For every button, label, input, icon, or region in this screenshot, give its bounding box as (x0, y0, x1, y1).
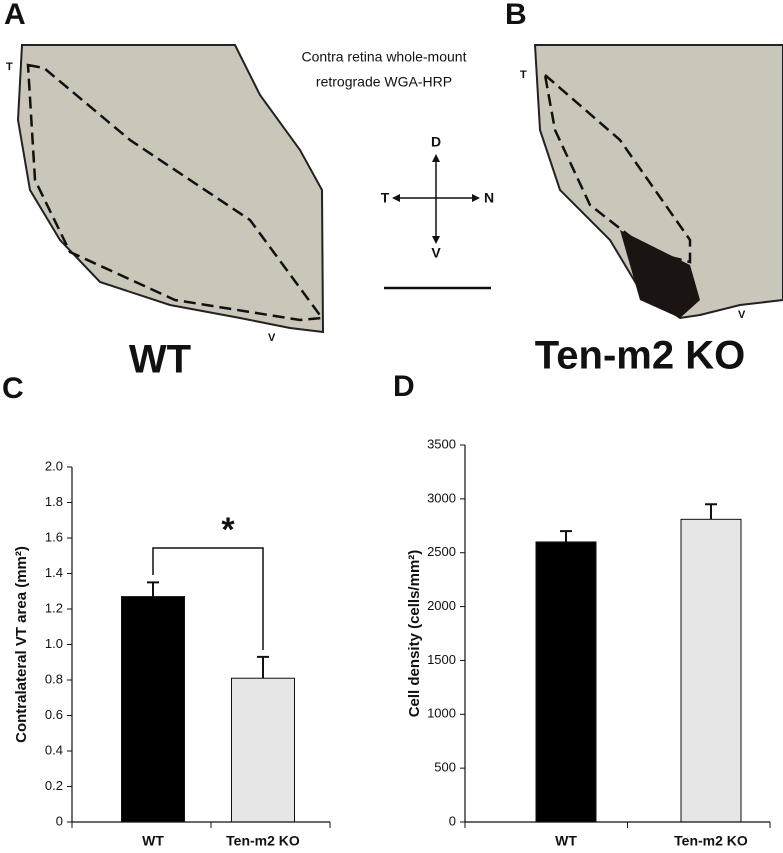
bar (121, 596, 185, 823)
y-tick-label: 1.2 (45, 600, 63, 615)
arrowhead (432, 154, 440, 162)
arrowhead (472, 194, 480, 202)
significance-bracket (152, 547, 264, 650)
y-tick-label: 1.8 (45, 494, 63, 509)
bar (231, 677, 295, 823)
bar (680, 518, 742, 823)
x-tick-label: WT (142, 833, 164, 849)
compass-label: T (381, 190, 390, 206)
y-tick-label: 1500 (427, 652, 456, 667)
y-tick-label: 3000 (427, 490, 456, 505)
y-tick-label: 1000 (427, 706, 456, 721)
y-tick-label: 2000 (427, 598, 456, 613)
arrowhead (432, 236, 440, 244)
significance-mark: * (221, 511, 235, 549)
panel-label: WT (129, 338, 191, 382)
vt-outline (26, 63, 325, 322)
y-tick-label: 0.8 (45, 671, 63, 686)
error-bar (147, 581, 159, 597)
caption: retrograde WGA-HRP (316, 74, 452, 90)
panel-letter: D (393, 370, 415, 403)
error-bar (705, 503, 717, 520)
retina-image (16, 44, 325, 334)
y-tick-label: 1.4 (45, 565, 63, 580)
panel-label: Ten-m2 KO (535, 334, 745, 378)
error-bar (257, 655, 269, 679)
pigment (620, 230, 700, 318)
panel-letter: C (2, 372, 24, 405)
y-axis-label: Cell density (cells/mm²) (406, 550, 423, 718)
y-tick-label: 2500 (427, 544, 456, 559)
y-tick-label: 0 (449, 813, 456, 828)
y-tick-label: 2.0 (45, 458, 63, 473)
x-tick-label: Ten-m2 KO (226, 833, 300, 849)
compass-label: D (431, 134, 441, 150)
y-tick-label: 3500 (427, 436, 456, 451)
y-tick-label: 0.4 (45, 742, 63, 757)
marker: T (520, 69, 527, 81)
marker: T (6, 61, 13, 73)
y-axis-label: Contralateral VT area (mm²) (13, 546, 30, 743)
y-tick-label: 0.2 (45, 778, 63, 793)
x-tick-label: WT (555, 833, 577, 849)
y-tick-label: 0.6 (45, 707, 63, 722)
panel-letter: B (505, 0, 527, 31)
panel-letter: A (4, 0, 26, 31)
y-tick-label: 1.6 (45, 529, 63, 544)
error-bar (560, 530, 572, 542)
compass-label: V (431, 245, 441, 261)
y-tick-label: 1.0 (45, 636, 63, 651)
bar (535, 541, 597, 823)
marker: V (268, 332, 276, 344)
y-tick-label: 0 (56, 813, 63, 828)
marker: V (738, 309, 746, 321)
compass-label: N (484, 190, 494, 206)
caption: Contra retina whole-mount (302, 49, 467, 65)
y-tick-label: 500 (434, 760, 456, 775)
x-tick-label: Ten-m2 KO (674, 833, 748, 849)
arrowhead (392, 194, 400, 202)
